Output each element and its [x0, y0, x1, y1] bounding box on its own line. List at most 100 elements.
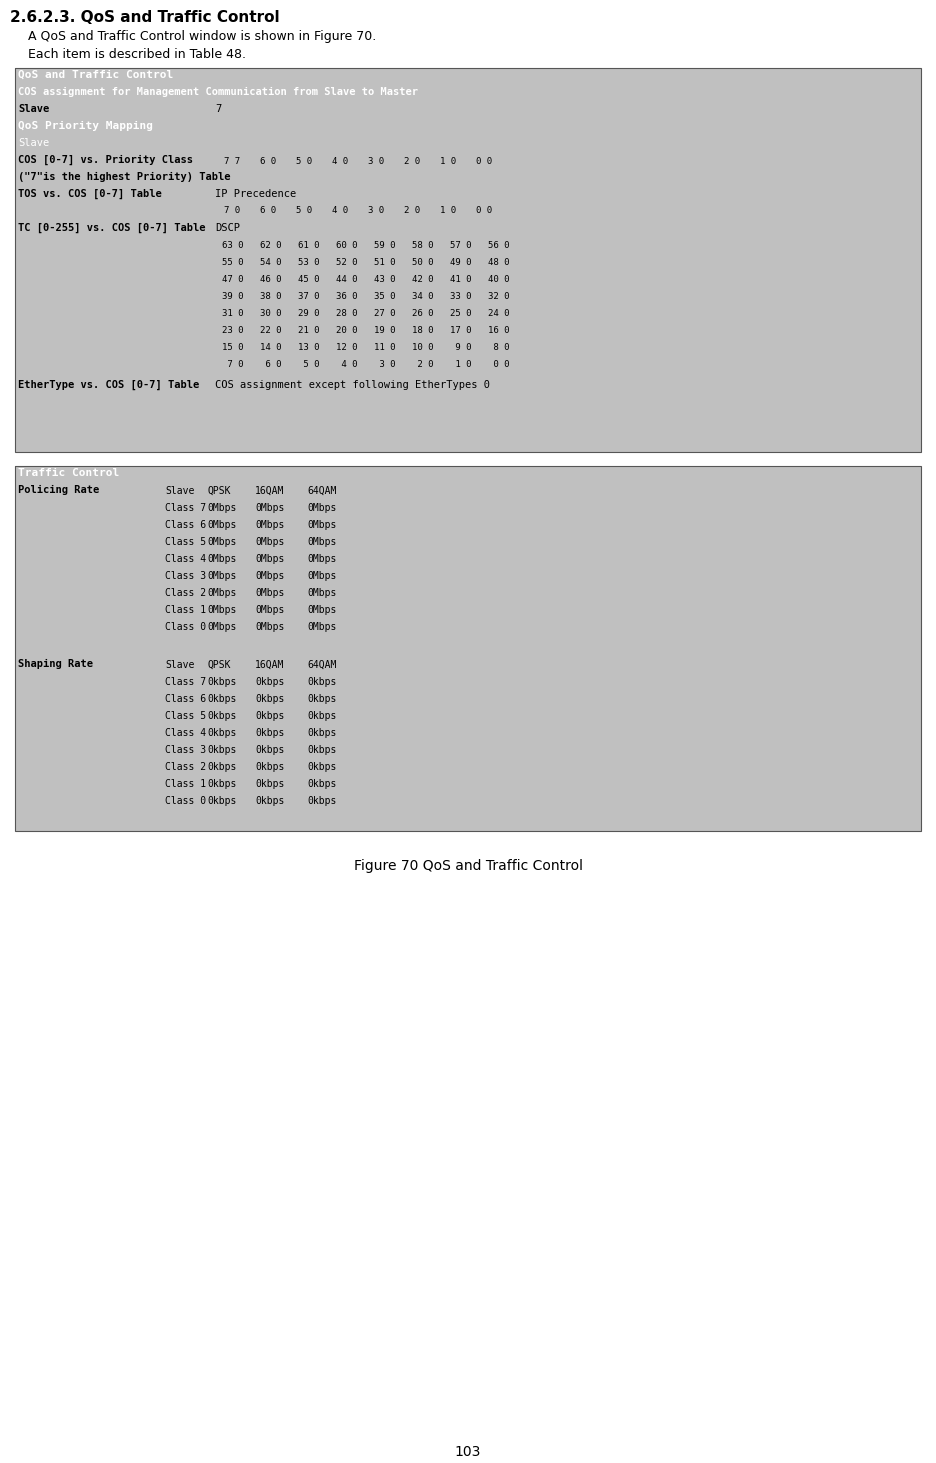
Text: 0kbps: 0kbps	[307, 778, 336, 789]
Text: Class 4: Class 4	[165, 729, 206, 737]
Text: 56 0: 56 0	[489, 241, 510, 250]
Text: Class 3: Class 3	[165, 571, 206, 581]
Text: 16 0: 16 0	[489, 326, 510, 335]
Text: 59 0: 59 0	[374, 241, 396, 250]
Bar	[287, 155, 321, 184]
Bar	[163, 486, 205, 500]
Bar	[481, 325, 517, 339]
Bar	[305, 693, 357, 708]
Bar	[15, 377, 921, 452]
Text: Class 1: Class 1	[165, 606, 206, 614]
Bar	[253, 240, 289, 255]
Bar	[481, 358, 517, 375]
Bar	[253, 693, 305, 708]
Bar	[305, 727, 357, 742]
Bar	[329, 414, 365, 429]
Text: COS assignment except following EtherTypes 0: COS assignment except following EtherTyp…	[215, 380, 490, 391]
Text: Figure 70 QoS and Traffic Control: Figure 70 QoS and Traffic Control	[354, 859, 582, 873]
Bar	[405, 240, 441, 255]
Bar	[253, 274, 289, 290]
Bar	[205, 778, 253, 793]
Bar	[291, 396, 327, 413]
Bar	[205, 761, 253, 775]
Text: 64QAM: 64QAM	[307, 660, 336, 670]
Bar	[15, 102, 921, 119]
Text: 16QAM: 16QAM	[255, 660, 285, 670]
Bar	[305, 535, 357, 552]
Bar	[253, 676, 305, 691]
Bar	[205, 571, 253, 585]
Text: 49 0: 49 0	[450, 257, 472, 268]
Bar	[329, 358, 365, 375]
Bar	[253, 587, 305, 601]
Text: COS assignment for Management Communication from Slave to Master: COS assignment for Management Communicat…	[18, 86, 418, 97]
Text: 31 0: 31 0	[222, 309, 243, 317]
Bar	[367, 396, 403, 413]
Bar	[163, 676, 205, 691]
Text: Policing Rate: Policing Rate	[18, 486, 99, 494]
Text: 18 0: 18 0	[412, 326, 433, 335]
Bar	[467, 205, 501, 219]
Bar	[305, 486, 357, 500]
Text: 0kbps: 0kbps	[307, 729, 336, 737]
Bar	[405, 274, 441, 290]
Bar	[163, 710, 205, 726]
Text: 17 0: 17 0	[450, 326, 472, 335]
Text: 0Mbps: 0Mbps	[307, 554, 336, 565]
Bar	[367, 432, 403, 446]
Text: Class 5: Class 5	[165, 537, 206, 547]
Bar	[481, 240, 517, 255]
Text: 0kbps: 0kbps	[307, 762, 336, 772]
Text: 0kbps: 0kbps	[255, 677, 285, 688]
Text: 5 0: 5 0	[296, 206, 312, 215]
Text: Traffic Control: Traffic Control	[18, 468, 119, 478]
Bar	[215, 396, 251, 413]
Bar	[163, 761, 205, 775]
Bar	[253, 291, 289, 306]
Bar	[253, 620, 305, 636]
Bar	[251, 155, 285, 184]
Bar	[251, 205, 285, 219]
Text: COS [0-7] vs. Priority Class: COS [0-7] vs. Priority Class	[18, 155, 193, 165]
Bar	[329, 240, 365, 255]
Bar	[305, 519, 357, 534]
Bar	[405, 291, 441, 306]
Text: 9 0: 9 0	[450, 342, 472, 353]
Text: ("7"is the highest Priority) Table: ("7"is the highest Priority) Table	[18, 173, 230, 181]
Bar	[291, 414, 327, 429]
Text: 43 0: 43 0	[374, 275, 396, 284]
Text: 46 0: 46 0	[260, 275, 282, 284]
Text: 0Mbps: 0Mbps	[307, 571, 336, 581]
Bar	[215, 414, 251, 429]
Text: 35 0: 35 0	[374, 293, 396, 301]
Text: 0kbps: 0kbps	[307, 796, 336, 806]
Text: 2.6.2.3. QoS and Traffic Control: 2.6.2.3. QoS and Traffic Control	[10, 10, 280, 25]
Bar	[163, 778, 205, 793]
Text: 0Mbps: 0Mbps	[255, 606, 285, 614]
Bar	[329, 342, 365, 357]
Bar	[215, 325, 251, 339]
Text: 0Mbps: 0Mbps	[255, 519, 285, 530]
Bar	[405, 414, 441, 429]
Bar	[253, 553, 305, 568]
Text: 36 0: 36 0	[336, 293, 358, 301]
Bar	[367, 414, 403, 429]
Text: 0kbps: 0kbps	[207, 762, 237, 772]
Bar	[367, 291, 403, 306]
Text: 11 0: 11 0	[374, 342, 396, 353]
Bar	[15, 67, 921, 85]
Text: 22 0: 22 0	[260, 326, 282, 335]
Bar	[329, 432, 365, 446]
Text: 45 0: 45 0	[299, 275, 320, 284]
Text: 7: 7	[215, 104, 221, 114]
Bar	[443, 257, 479, 272]
Bar	[291, 257, 327, 272]
Text: Class 0: Class 0	[165, 796, 206, 806]
Text: 103: 103	[455, 1445, 481, 1459]
Bar	[443, 396, 479, 413]
Bar	[253, 778, 305, 793]
Text: QoS Priority Mapping: QoS Priority Mapping	[18, 121, 153, 132]
Text: 4 0: 4 0	[332, 157, 348, 165]
Bar	[215, 291, 251, 306]
Bar	[215, 358, 251, 375]
